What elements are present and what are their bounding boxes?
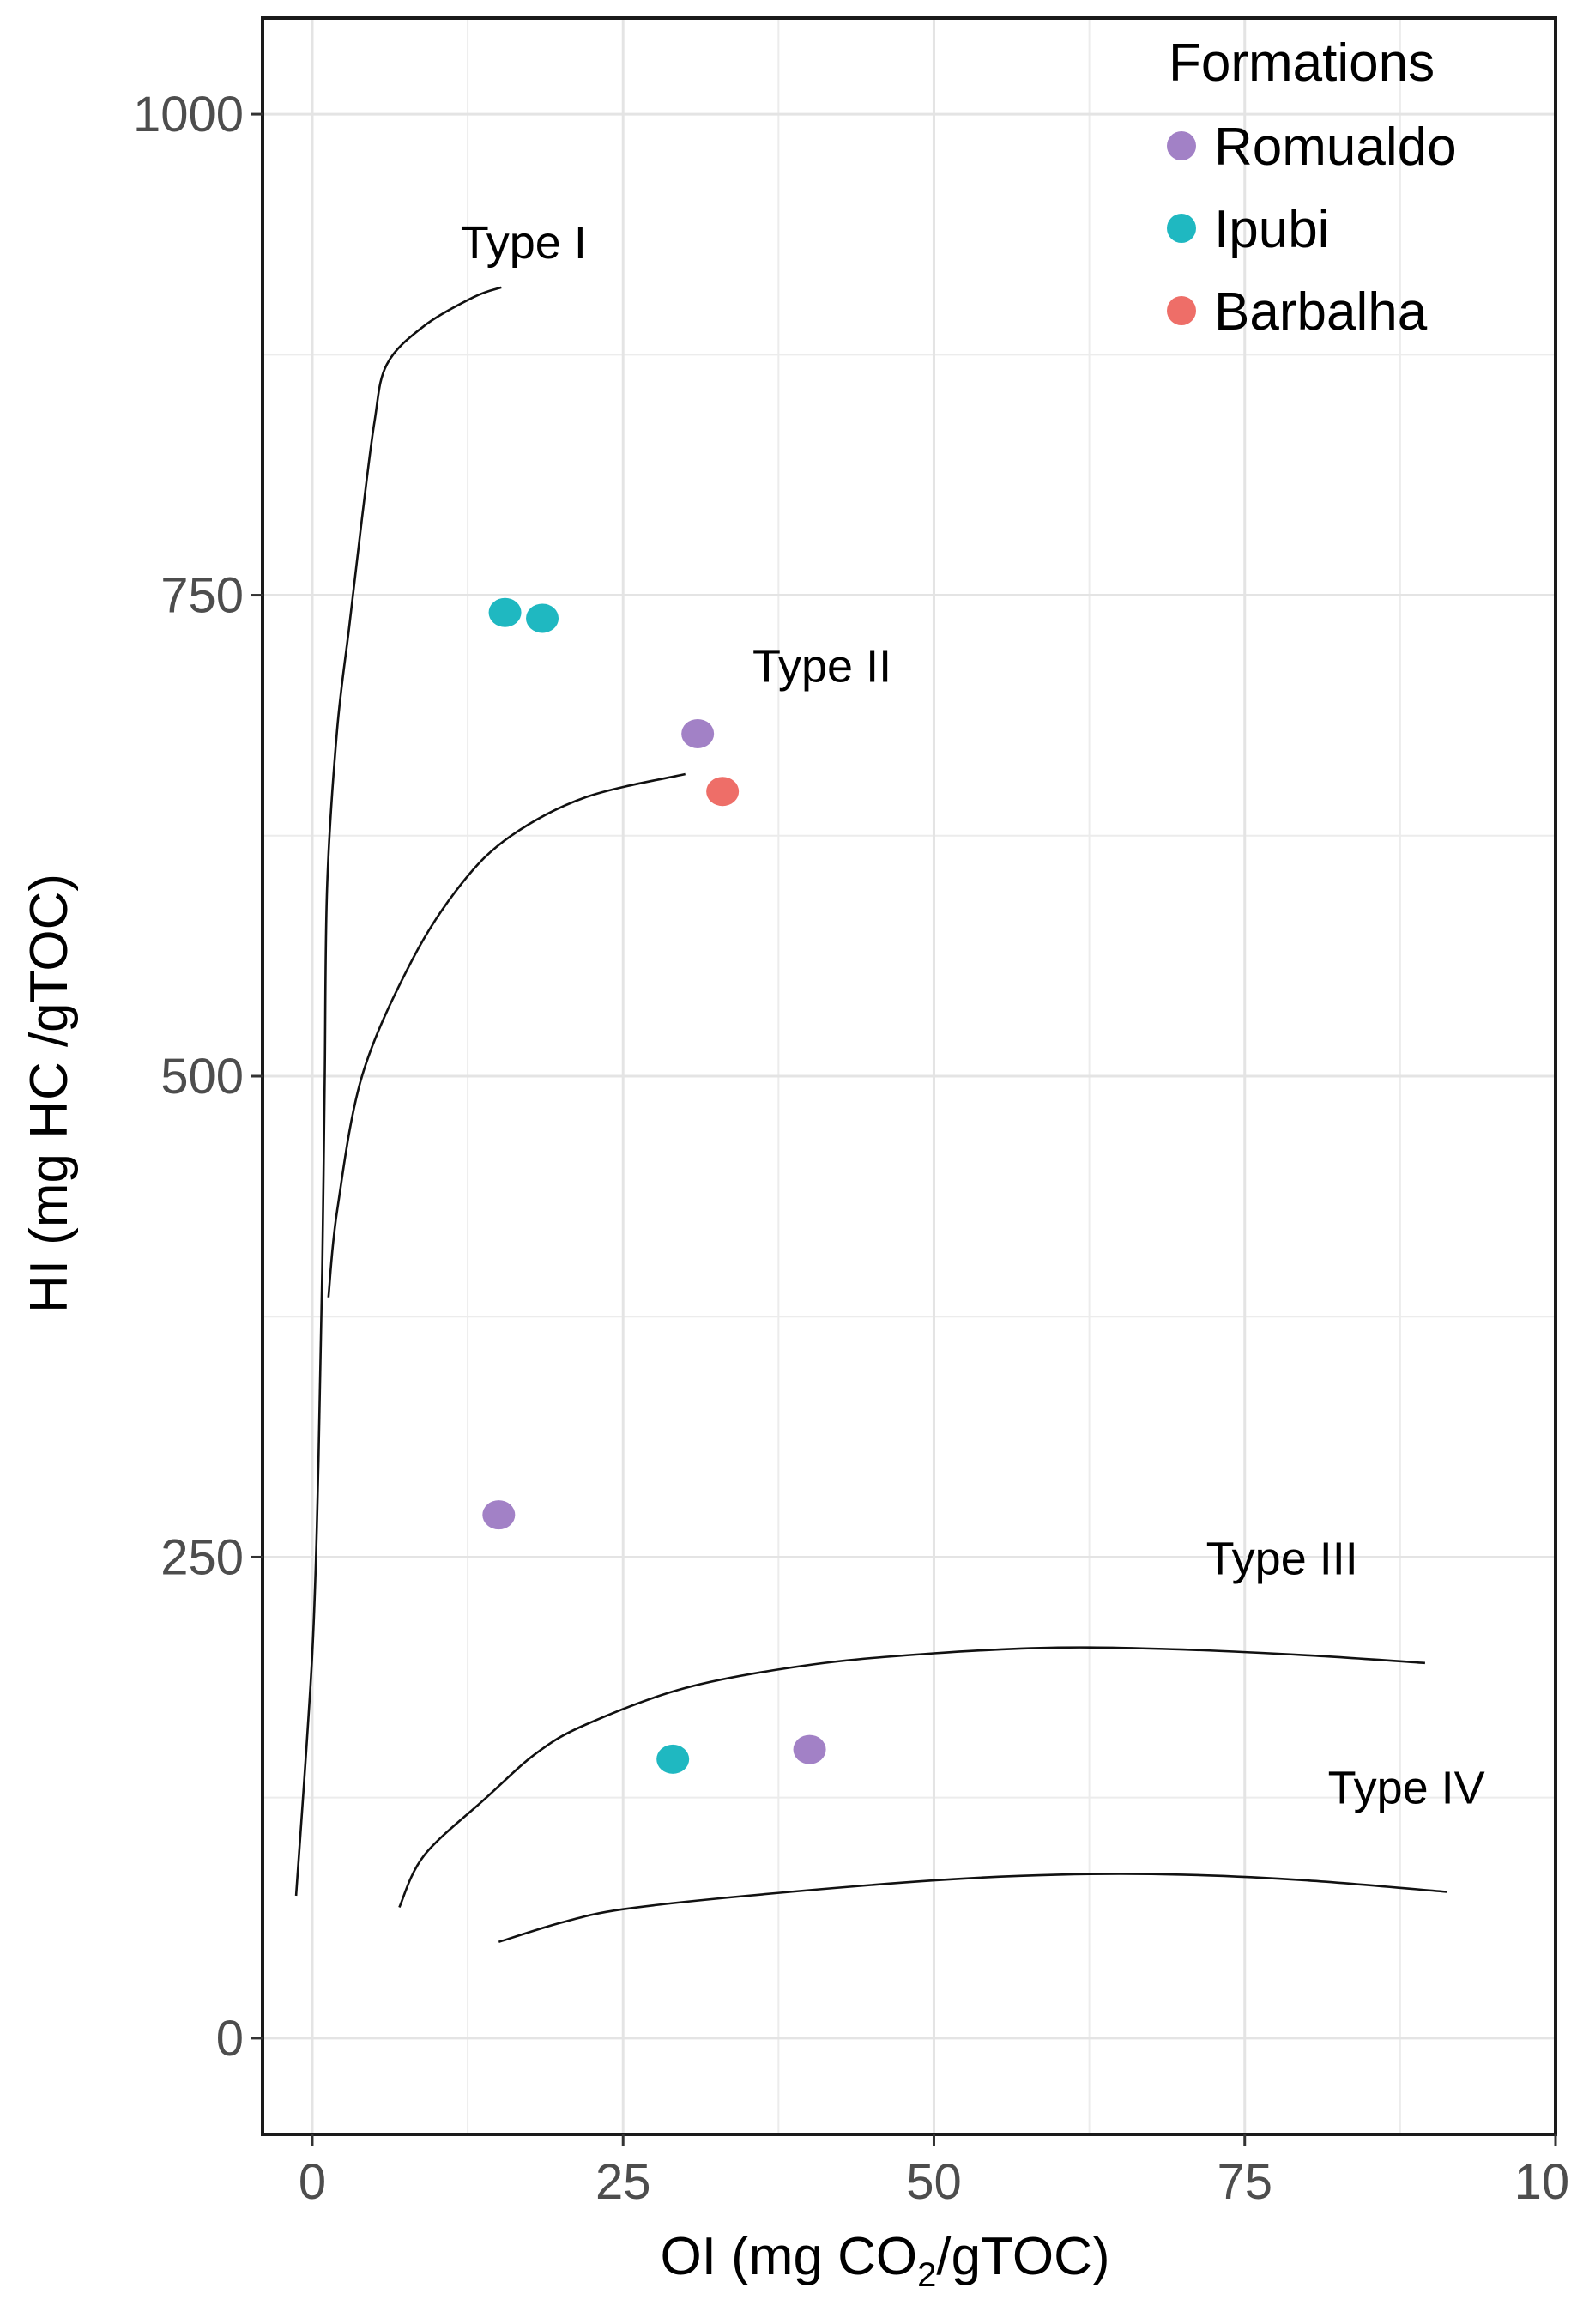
legend-title: Formations [1169, 33, 1435, 93]
legend-marker-ipubi [1167, 214, 1196, 243]
reference-curves [294, 286, 1448, 1944]
curve-type-iv [498, 1873, 1448, 1944]
legend-label-barbalha: Barbalha [1214, 282, 1428, 342]
curve-label-type-i: Type I [461, 217, 587, 269]
curve-label-type-iv: Type IV [1328, 1762, 1485, 1813]
point-romualdo [482, 1500, 516, 1530]
curve-type-ii [327, 772, 686, 1298]
point-ipubi [526, 603, 559, 633]
x-axis-title-tail: /gTOC) [936, 2227, 1109, 2286]
x-tick-label: 50 [906, 2154, 962, 2210]
y-tick-label: 750 [160, 568, 244, 624]
point-barbalha [706, 777, 740, 807]
curve-labels: Type I Type II Type III Type IV [461, 217, 1485, 1813]
curve-label-type-ii: Type II [752, 640, 891, 692]
data-points [482, 597, 826, 1774]
legend-label-ipubi: Ipubi [1214, 200, 1329, 259]
x-tick-label: 100 [1514, 2154, 1571, 2210]
curve-label-type-iii: Type III [1206, 1534, 1358, 1585]
y-tick-label: 250 [160, 1529, 244, 1585]
legend-label-romualdo: Romualdo [1214, 118, 1457, 177]
legend-items: Romualdo Ipubi Barbalha [1167, 118, 1457, 342]
point-romualdo [681, 718, 715, 748]
y-tick-label: 1000 [133, 87, 244, 142]
legend: Formations Romualdo Ipubi Barbalha [1167, 33, 1457, 342]
curve-type-i [294, 286, 502, 1897]
x-axis-title-subscript: 2 [917, 2256, 936, 2294]
x-axis-title-main: OI (mg CO [660, 2227, 917, 2286]
x-tick-label: 75 [1217, 2154, 1272, 2210]
x-tick-label: 0 [299, 2154, 326, 2210]
y-axis-title: HI (mg HC /gTOC) [20, 874, 79, 1313]
point-ipubi [488, 597, 522, 627]
point-ipubi [656, 1744, 690, 1774]
legend-marker-barbalha [1167, 296, 1196, 325]
y-tick-label: 500 [160, 1049, 244, 1105]
point-romualdo [793, 1734, 826, 1764]
curve-type-iii [398, 1646, 1425, 1909]
x-tick-label: 25 [595, 2154, 651, 2210]
axes: 025507510002505007501000 [133, 87, 1571, 2210]
x-axis-title: OI (mg CO2/gTOC) [660, 2227, 1109, 2294]
y-tick-label: 0 [216, 2011, 244, 2067]
legend-marker-romualdo [1167, 131, 1196, 160]
